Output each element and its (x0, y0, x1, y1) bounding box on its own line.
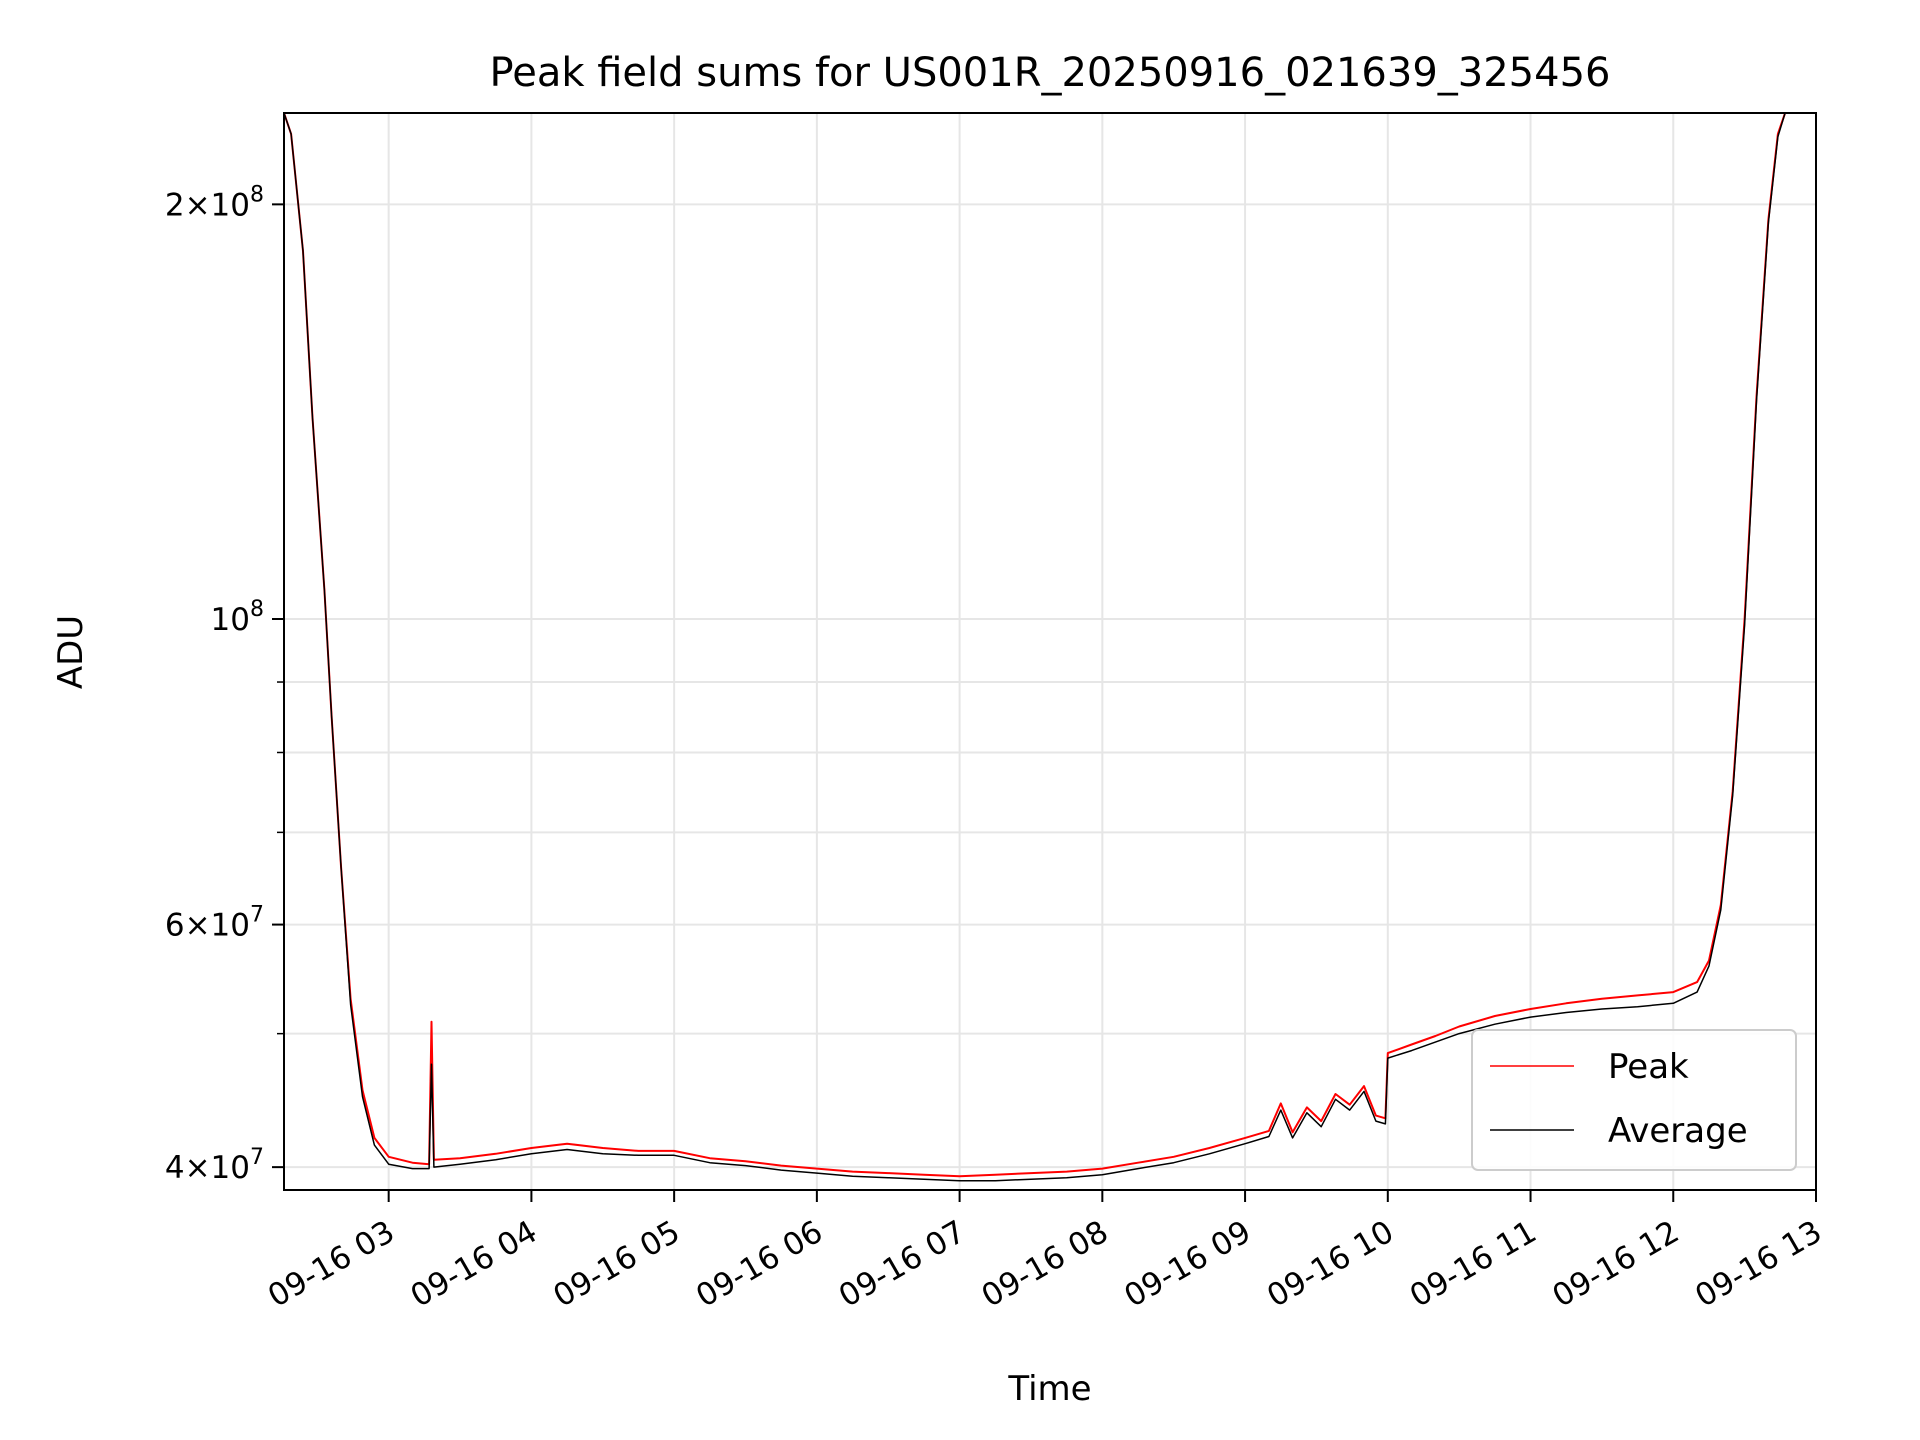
y-tick-label: 108 (211, 597, 264, 638)
legend-label-average: Average (1608, 1111, 1748, 1151)
y-tick-label: 2×108 (165, 182, 264, 223)
legend-box (1471, 1029, 1797, 1171)
y-axis: 4×107 6×107 108 2×108 (165, 182, 284, 1186)
y-tick-label: 4×107 (165, 1145, 264, 1186)
chart-title: Peak field sums for US001R_20250916_0216… (490, 50, 1611, 96)
series-line-peak (284, 113, 1787, 1178)
x-axis-label: Time (1007, 1369, 1091, 1409)
plot-frame (283, 112, 1817, 1191)
series-line-average (284, 113, 1786, 1182)
legend-label-peak: Peak (1608, 1047, 1689, 1087)
legend: Peak Average (1471, 1029, 1797, 1171)
y-tick-label: 6×107 (165, 903, 264, 944)
y-axis-label: ADU (51, 615, 91, 689)
series-layer (284, 113, 1787, 1182)
